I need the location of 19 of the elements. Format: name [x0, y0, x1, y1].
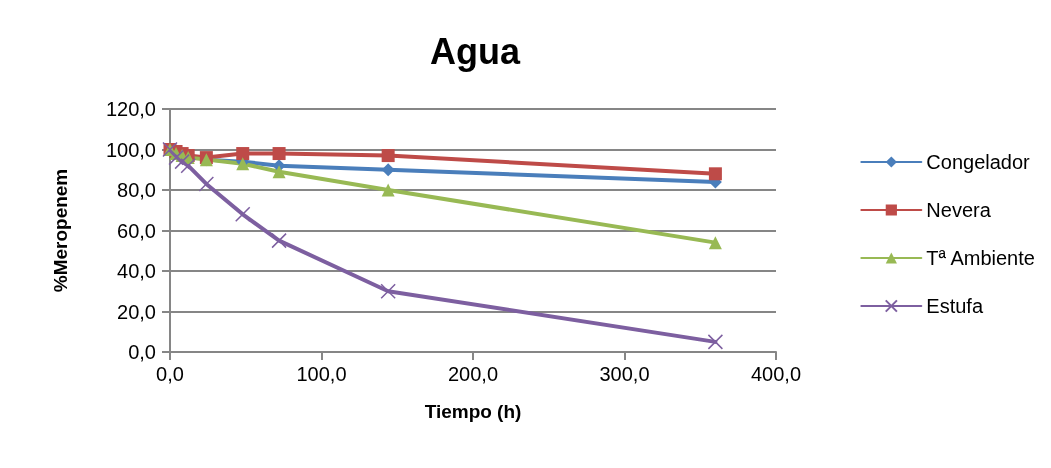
chart-title: Agua — [430, 30, 521, 72]
x-tick-label: 0,0 — [156, 363, 184, 385]
y-tick-label: 0,0 — [128, 341, 156, 363]
y-tick-label: 100,0 — [105, 138, 156, 161]
legend-label: Congelador — [926, 151, 1031, 173]
x-tick-label: 400,0 — [750, 363, 802, 385]
y-tick-label: 20,0 — [117, 300, 156, 323]
y-tick-label: 120,0 — [105, 98, 156, 120]
x-tick-label: 200,0 — [447, 363, 499, 385]
y-axis-title: %Meropenem — [50, 168, 71, 293]
legend-label: Estufa — [926, 295, 984, 317]
x-tick-label: 300,0 — [599, 363, 650, 385]
y-tick-label: 60,0 — [117, 219, 156, 242]
y-tick-label: 80,0 — [117, 179, 156, 201]
x-axis-title: Tiempo (h) — [424, 401, 522, 422]
y-tick-label: 40,0 — [117, 260, 156, 282]
legend-label: Nevera — [926, 199, 992, 221]
legend-label: Tª Ambiente — [926, 247, 1035, 269]
x-tick-label: 100,0 — [296, 363, 347, 385]
